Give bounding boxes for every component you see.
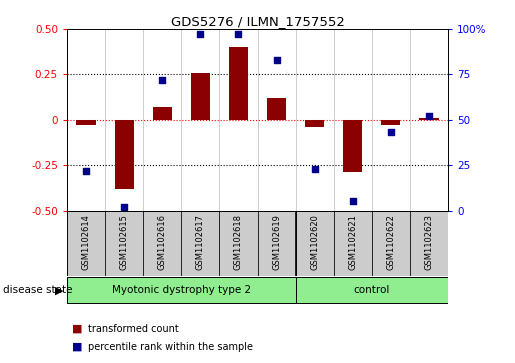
Point xyxy=(120,204,128,210)
Bar xyxy=(296,211,334,276)
Bar xyxy=(219,211,258,276)
Text: transformed count: transformed count xyxy=(88,323,178,334)
Text: GSM1102623: GSM1102623 xyxy=(424,214,434,270)
Bar xyxy=(382,120,401,125)
Title: GDS5276 / ILMN_1757552: GDS5276 / ILMN_1757552 xyxy=(170,15,345,28)
Text: GSM1102614: GSM1102614 xyxy=(81,214,91,270)
Point xyxy=(272,57,281,63)
Text: ■: ■ xyxy=(72,342,82,352)
Bar xyxy=(76,120,96,125)
Bar xyxy=(267,98,286,120)
Bar xyxy=(229,47,248,120)
Point xyxy=(196,32,204,37)
Point xyxy=(425,113,433,119)
Bar xyxy=(344,120,363,172)
Bar xyxy=(372,211,410,276)
Bar xyxy=(67,277,296,303)
Text: GSM1102618: GSM1102618 xyxy=(234,214,243,270)
Bar xyxy=(143,211,181,276)
Text: ■: ■ xyxy=(72,323,82,334)
Bar xyxy=(305,120,324,127)
Text: Myotonic dystrophy type 2: Myotonic dystrophy type 2 xyxy=(112,285,251,295)
Point xyxy=(158,77,166,83)
Bar xyxy=(191,73,210,120)
Text: GSM1102622: GSM1102622 xyxy=(386,214,396,270)
Text: GSM1102620: GSM1102620 xyxy=(310,214,319,270)
Text: GSM1102616: GSM1102616 xyxy=(158,214,167,270)
Text: GSM1102621: GSM1102621 xyxy=(348,214,357,270)
Point xyxy=(82,168,90,174)
Bar xyxy=(67,211,105,276)
Text: GSM1102617: GSM1102617 xyxy=(196,214,205,270)
Point xyxy=(311,166,319,172)
Text: GSM1102615: GSM1102615 xyxy=(119,214,129,270)
Text: disease state: disease state xyxy=(3,285,72,295)
Text: percentile rank within the sample: percentile rank within the sample xyxy=(88,342,252,352)
Bar xyxy=(114,120,134,189)
Bar xyxy=(296,277,448,303)
Text: control: control xyxy=(354,285,390,295)
Bar xyxy=(258,211,296,276)
Bar xyxy=(181,211,219,276)
Point xyxy=(387,130,395,135)
Bar xyxy=(410,211,448,276)
Bar xyxy=(419,118,439,120)
Point xyxy=(349,199,357,204)
Bar xyxy=(105,211,143,276)
Point xyxy=(234,32,243,37)
Text: GSM1102619: GSM1102619 xyxy=(272,214,281,270)
Bar xyxy=(153,107,172,120)
Text: ▶: ▶ xyxy=(55,285,63,295)
Bar xyxy=(334,211,372,276)
